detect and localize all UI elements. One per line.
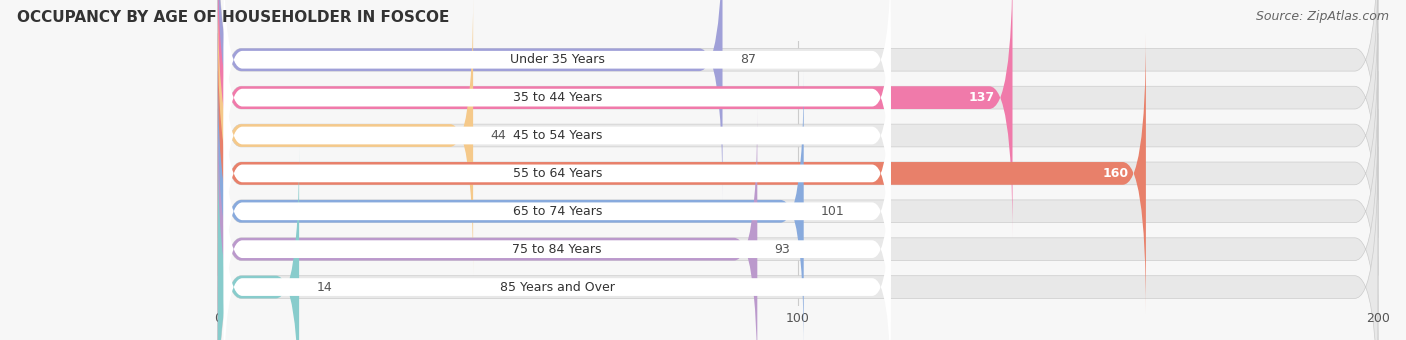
FancyBboxPatch shape <box>218 0 472 276</box>
Text: 55 to 64 Years: 55 to 64 Years <box>513 167 602 180</box>
FancyBboxPatch shape <box>218 0 1378 200</box>
FancyBboxPatch shape <box>218 33 1146 313</box>
FancyBboxPatch shape <box>218 0 1012 238</box>
FancyBboxPatch shape <box>218 71 1378 340</box>
FancyBboxPatch shape <box>224 137 891 340</box>
FancyBboxPatch shape <box>224 23 891 248</box>
Text: 160: 160 <box>1102 167 1129 180</box>
FancyBboxPatch shape <box>218 0 1378 276</box>
FancyBboxPatch shape <box>218 147 1378 340</box>
FancyBboxPatch shape <box>224 99 891 324</box>
Text: Under 35 Years: Under 35 Years <box>510 53 605 66</box>
Text: 93: 93 <box>775 243 790 256</box>
Text: 44: 44 <box>491 129 506 142</box>
Text: 45 to 54 Years: 45 to 54 Years <box>513 129 602 142</box>
Text: Source: ZipAtlas.com: Source: ZipAtlas.com <box>1256 10 1389 23</box>
FancyBboxPatch shape <box>224 0 891 210</box>
FancyBboxPatch shape <box>224 61 891 286</box>
FancyBboxPatch shape <box>218 109 758 340</box>
FancyBboxPatch shape <box>224 175 891 340</box>
FancyBboxPatch shape <box>224 0 891 172</box>
Text: OCCUPANCY BY AGE OF HOUSEHOLDER IN FOSCOE: OCCUPANCY BY AGE OF HOUSEHOLDER IN FOSCO… <box>17 10 450 25</box>
FancyBboxPatch shape <box>218 109 1378 340</box>
Text: 14: 14 <box>316 280 332 293</box>
Text: 137: 137 <box>969 91 995 104</box>
Text: 101: 101 <box>821 205 845 218</box>
FancyBboxPatch shape <box>218 71 804 340</box>
Text: 75 to 84 Years: 75 to 84 Years <box>512 243 602 256</box>
FancyBboxPatch shape <box>218 147 299 340</box>
Text: 87: 87 <box>740 53 756 66</box>
Text: 65 to 74 Years: 65 to 74 Years <box>513 205 602 218</box>
FancyBboxPatch shape <box>218 0 1378 238</box>
Text: 85 Years and Over: 85 Years and Over <box>499 280 614 293</box>
Text: 35 to 44 Years: 35 to 44 Years <box>513 91 602 104</box>
FancyBboxPatch shape <box>218 33 1378 313</box>
FancyBboxPatch shape <box>218 0 723 200</box>
